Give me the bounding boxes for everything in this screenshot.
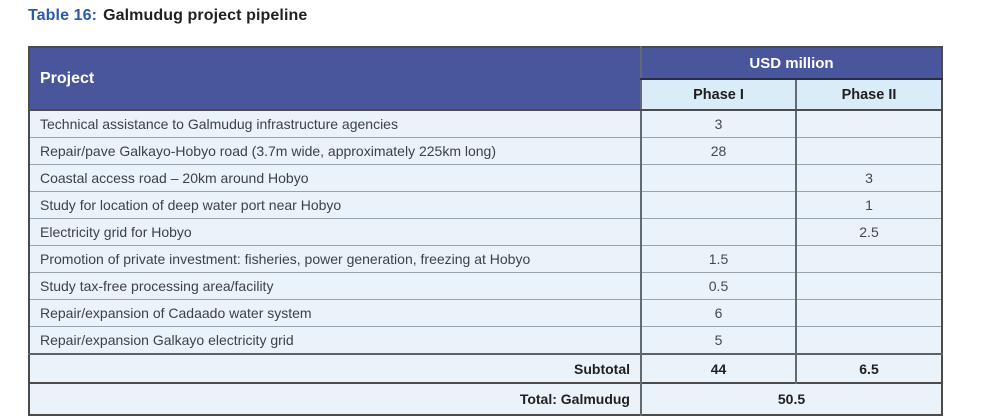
project-cell: Study tax-free processing area/facility: [28, 272, 642, 300]
table-row: Electricity grid for Hobyo 2.5: [28, 218, 943, 246]
table-row: Study tax-free processing area/facility 0…: [28, 272, 943, 300]
phase1-cell: 5: [640, 326, 797, 355]
phase2-cell: 3: [794, 164, 943, 192]
project-cell: Promotion of private investment: fisheri…: [28, 245, 642, 273]
project-cell: Repair/expansion of Cadaado water system: [28, 299, 642, 327]
phase2-cell: [794, 326, 943, 355]
header-row-phases: Phase I Phase II: [29, 78, 943, 111]
phase1-cell: 6: [640, 299, 797, 327]
pipeline-table: Project USD million Phase I Phase II Tec…: [28, 46, 944, 416]
total-row: Total: Galmudug 50.5: [28, 382, 943, 416]
project-cell: Technical assistance to Galmudug infrast…: [28, 109, 642, 138]
phase1-column-header: Phase I: [640, 78, 797, 111]
table-header: Project USD million Phase I Phase II: [28, 46, 943, 111]
phase1-cell: [640, 218, 797, 246]
phase1-cell: 1.5: [640, 245, 797, 273]
project-cell: Repair/pave Galkayo-Hobyo road (3.7m wid…: [28, 137, 642, 165]
phase2-column-header: Phase II: [794, 78, 943, 111]
subtotal-row: Subtotal 44 6.5: [28, 353, 943, 384]
phase2-cell: 2.5: [794, 218, 943, 246]
project-cell: Study for location of deep water port ne…: [28, 191, 642, 219]
phase2-cell: 1: [794, 191, 943, 219]
usd-million-header: USD million: [639, 46, 943, 80]
phase1-cell: [640, 191, 797, 219]
table-caption-number: Table 16:: [28, 7, 98, 24]
total-value: 50.5: [639, 382, 943, 416]
phase1-cell: 0.5: [640, 272, 797, 300]
phase2-cell: [794, 299, 943, 327]
subtotal-phase1-value: 44: [640, 353, 797, 384]
table-row: Promotion of private investment: fisheri…: [28, 245, 943, 273]
table-row: Repair/expansion Galkayo electricity gri…: [28, 326, 943, 355]
header-row-group: Project USD million: [28, 46, 943, 111]
table-row: Repair/pave Galkayo-Hobyo road (3.7m wid…: [28, 137, 943, 165]
phase1-cell: 3: [640, 109, 797, 138]
table-body: Technical assistance to Galmudug infrast…: [28, 109, 943, 355]
table-footer: Subtotal 44 6.5 Total: Galmudug 50.5: [28, 353, 943, 416]
phase2-cell: [794, 137, 943, 165]
table-row: Repair/expansion of Cadaado water system…: [28, 299, 943, 327]
subtotal-phase2-value: 6.5: [794, 353, 943, 384]
subtotal-label: Subtotal: [28, 353, 642, 384]
project-column-header: Project: [28, 46, 642, 111]
phase2-cell: [794, 109, 943, 138]
table-caption-text: Galmudug project pipeline: [103, 7, 308, 24]
table-row: Coastal access road – 20km around Hobyo 3: [28, 164, 943, 192]
table-row: Technical assistance to Galmudug infrast…: [28, 109, 943, 138]
phase2-cell: [794, 245, 943, 273]
total-label: Total: Galmudug: [28, 382, 642, 416]
phase2-cell: [794, 272, 943, 300]
project-cell: Coastal access road – 20km around Hobyo: [28, 164, 642, 192]
project-cell: Repair/expansion Galkayo electricity gri…: [28, 326, 642, 355]
table-caption: Table 16: Galmudug project pipeline: [28, 7, 307, 25]
table-row: Study for location of deep water port ne…: [28, 191, 943, 219]
project-cell: Electricity grid for Hobyo: [28, 218, 642, 246]
phase1-cell: 28: [640, 137, 797, 165]
phase1-cell: [640, 164, 797, 192]
